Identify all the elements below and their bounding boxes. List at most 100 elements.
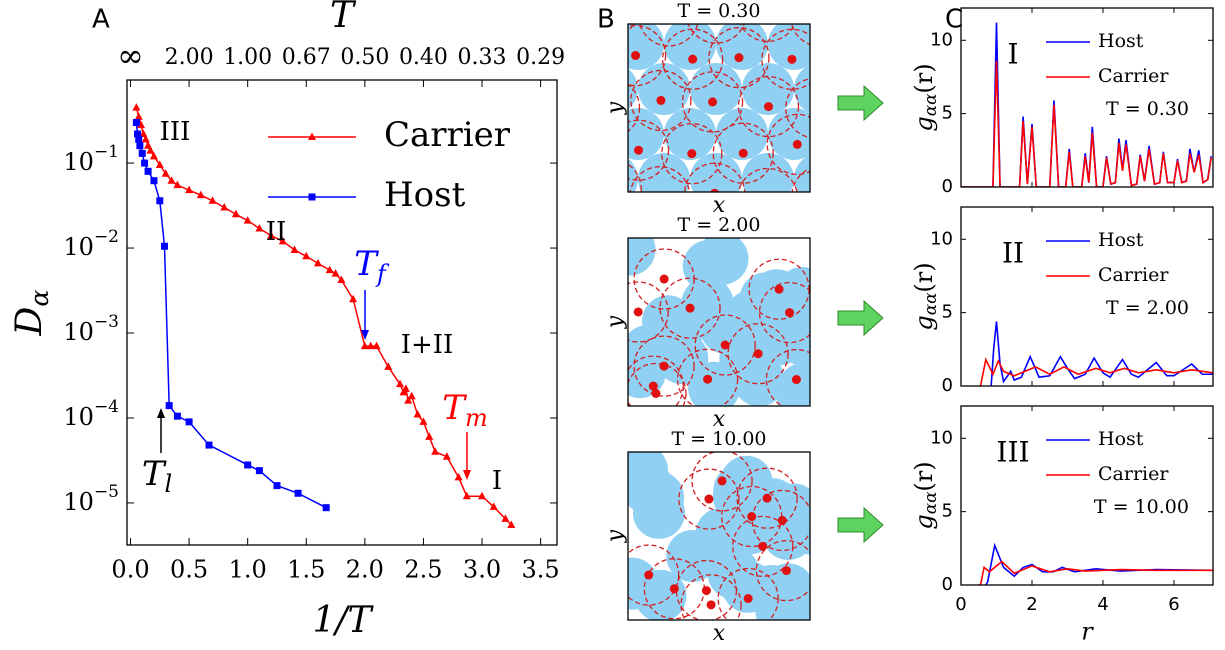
marker bbox=[478, 491, 487, 500]
y-axis-label: gαα(r) bbox=[910, 63, 940, 131]
y-label-tail: (r) bbox=[910, 262, 938, 292]
carrier-particle bbox=[710, 188, 720, 192]
annotation-arrowhead bbox=[361, 330, 369, 340]
marker bbox=[325, 265, 334, 274]
carrier-shell bbox=[628, 83, 641, 133]
carrier-shell bbox=[633, 248, 695, 310]
carrier-particle bbox=[774, 284, 784, 294]
marker bbox=[231, 209, 240, 218]
annotation-text: II bbox=[266, 217, 287, 247]
legend-label: Host bbox=[384, 175, 466, 215]
carrier-particle bbox=[785, 308, 795, 318]
carrier-particle bbox=[758, 541, 768, 551]
y-axis-label: y bbox=[603, 101, 628, 115]
marker bbox=[267, 231, 276, 239]
marker bbox=[138, 149, 146, 157]
y-tick-label: 10−3 bbox=[63, 312, 119, 346]
host-particle bbox=[638, 153, 690, 192]
marker bbox=[404, 396, 413, 404]
carrier-particle bbox=[734, 53, 744, 63]
host-particle bbox=[696, 238, 749, 285]
carrier-shell bbox=[748, 258, 810, 320]
marker bbox=[205, 441, 213, 449]
marker bbox=[243, 216, 252, 224]
carrier-shell bbox=[628, 24, 667, 87]
annotation-sub: l bbox=[165, 470, 173, 498]
carrier-particle bbox=[669, 584, 679, 594]
carrier-particle bbox=[743, 594, 753, 604]
marker bbox=[322, 504, 330, 512]
marker bbox=[413, 409, 422, 418]
carrier-particle bbox=[763, 194, 772, 203]
x2-tick-label: 0.33 bbox=[458, 45, 507, 70]
carrier-shell bbox=[813, 118, 873, 178]
x-axis-label: x bbox=[713, 621, 726, 646]
carrier-particle bbox=[753, 349, 763, 359]
x2-tick-label: ∞ bbox=[117, 37, 144, 75]
host-particle bbox=[768, 198, 820, 250]
marker bbox=[146, 146, 155, 154]
x-tick-label: 0.5 bbox=[170, 556, 208, 584]
legend-label: Host bbox=[1098, 428, 1144, 450]
carrier-particle bbox=[816, 12, 825, 21]
marker bbox=[155, 160, 164, 168]
carrier-particle bbox=[839, 59, 848, 68]
carrier-particle bbox=[706, 600, 716, 610]
y-label-main: g bbox=[910, 116, 938, 131]
host-particle bbox=[681, 277, 734, 330]
series-line bbox=[978, 560, 1213, 585]
y-axis-label: y bbox=[603, 315, 628, 329]
carrier-shell bbox=[630, 69, 692, 132]
carrier-shell bbox=[661, 123, 723, 185]
host-particle bbox=[695, 507, 748, 560]
host-particle bbox=[628, 24, 664, 70]
carrier-shell bbox=[676, 348, 739, 406]
marker bbox=[165, 402, 173, 410]
marker bbox=[331, 269, 340, 277]
y-tick-base: 10 bbox=[63, 148, 94, 176]
host-particle bbox=[768, 108, 810, 160]
temperature-label: T = 10.00 bbox=[1094, 496, 1189, 518]
host-particle bbox=[794, 155, 810, 192]
carrier-particle bbox=[634, 145, 644, 155]
carrier-particle bbox=[708, 97, 718, 107]
x2-tick-label: 0.40 bbox=[399, 45, 448, 70]
marker bbox=[196, 190, 205, 199]
temperature-label: T = 0.30 bbox=[1106, 98, 1189, 120]
x-tick-label: 1.0 bbox=[229, 556, 267, 584]
carrier-shell bbox=[691, 452, 753, 512]
marker bbox=[425, 432, 434, 440]
carrier-shell bbox=[628, 355, 684, 406]
x2-tick-label: 0.29 bbox=[516, 45, 565, 70]
marker bbox=[132, 103, 141, 111]
marker bbox=[442, 452, 451, 460]
marker bbox=[144, 167, 152, 175]
host-particle bbox=[846, 0, 898, 25]
phase-label: I bbox=[1007, 38, 1018, 71]
arrow bbox=[837, 299, 884, 337]
carrier-shell bbox=[675, 559, 738, 620]
marker bbox=[372, 341, 381, 350]
snapshot bbox=[628, 238, 810, 406]
carrier-shell bbox=[628, 544, 680, 606]
phase-label: III bbox=[996, 436, 1029, 469]
y-label-main: D bbox=[9, 306, 50, 336]
panel-label: B bbox=[597, 5, 615, 35]
carrier-particle bbox=[818, 191, 827, 200]
y-axis-label: Dα bbox=[9, 290, 54, 337]
y-tick-exponent: −2 bbox=[94, 227, 119, 247]
carrier-particle bbox=[648, 381, 658, 391]
host-particle bbox=[638, 63, 690, 115]
panel-label: C bbox=[945, 5, 963, 35]
carrier-shell bbox=[694, 314, 756, 376]
host-particle bbox=[794, 0, 846, 25]
annotation: III bbox=[160, 117, 191, 147]
marker bbox=[139, 129, 148, 137]
carrier-particle bbox=[703, 374, 713, 384]
marker bbox=[349, 294, 358, 303]
y-axis-label: y bbox=[603, 529, 628, 543]
annotation: II bbox=[266, 217, 287, 247]
axes-frame bbox=[960, 405, 1214, 586]
axes-frame bbox=[960, 7, 1214, 188]
panel-label: A bbox=[92, 5, 110, 35]
